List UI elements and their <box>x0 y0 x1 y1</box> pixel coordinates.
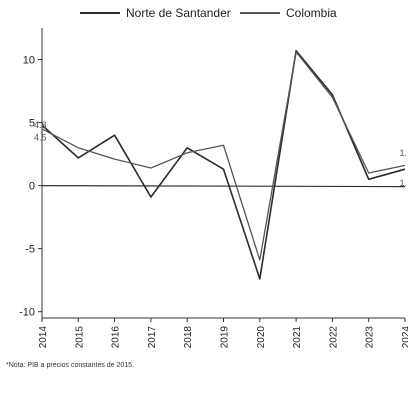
x-tick-label: 2024 <box>401 326 408 349</box>
legend: Norte de Santander Colombia <box>0 6 408 24</box>
y-tick-label: -10 <box>19 307 35 319</box>
legend-swatch-norte-de-santander <box>80 12 120 14</box>
y-tick-label: 10 <box>23 55 35 67</box>
data-label: 1. <box>399 148 407 158</box>
x-tick-label: 2023 <box>365 326 376 349</box>
x-tick-label: 2020 <box>256 326 267 349</box>
data-label: 4.5 <box>34 133 47 143</box>
data-label: 4.8 <box>34 120 47 130</box>
x-tick-label: 2018 <box>183 326 194 349</box>
x-tick-label: 2021 <box>292 326 303 349</box>
series-line-colombia <box>41 51 406 261</box>
chart-note: *Nota: PIB a precios constantes de 2015. <box>6 362 135 369</box>
legend-label-norte-de-santander: Norte de Santander <box>126 6 231 20</box>
legend-item-colombia: Colombia <box>240 6 337 20</box>
x-tick-label: 2017 <box>147 326 158 349</box>
y-tick-label: 5 <box>29 118 35 130</box>
legend-swatch-colombia <box>240 12 280 14</box>
series-lines <box>41 49 406 280</box>
legend-label-colombia: Colombia <box>286 6 337 20</box>
legend-item-norte-de-santander: Norte de Santander <box>80 6 231 20</box>
series-line-norte-de-santander <box>41 49 406 280</box>
axes <box>38 28 406 322</box>
x-tick-label: 2016 <box>111 326 122 349</box>
y-tick-label: 0 <box>29 181 35 193</box>
x-tick-label: 2022 <box>328 326 339 349</box>
data-label: 1. <box>399 178 407 188</box>
x-tick-label: 2014 <box>38 326 49 349</box>
y-tick-label: -5 <box>25 244 35 256</box>
zero-line <box>41 185 406 188</box>
x-tick-label: 2015 <box>74 326 85 349</box>
x-tick-label: 2019 <box>220 326 231 349</box>
